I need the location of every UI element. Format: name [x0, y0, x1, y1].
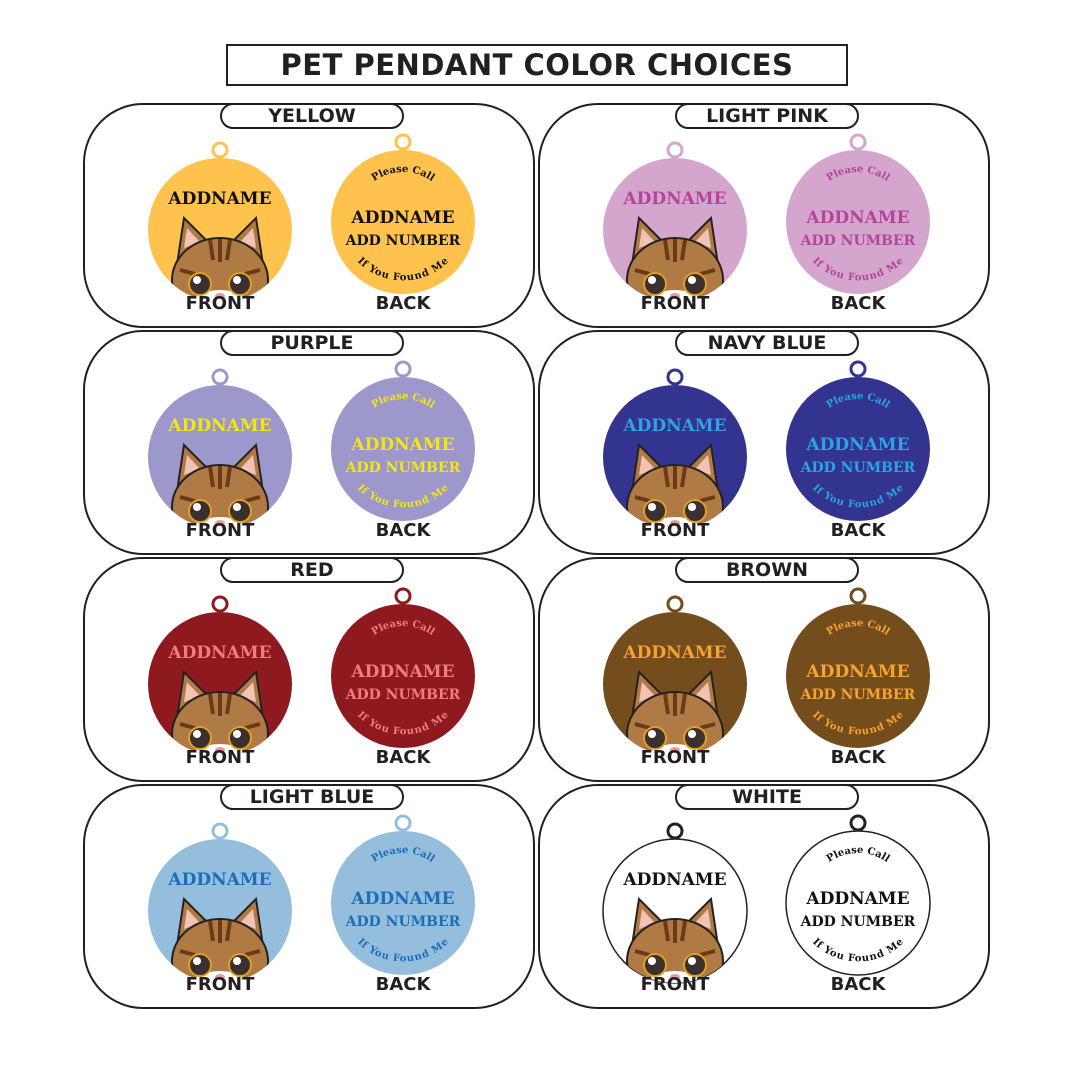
pendant-back: Please Call ADDNAME ADD NUMBER If You Fo…	[331, 814, 475, 975]
hook-ring	[211, 368, 229, 386]
pendant-back: Please Call ADDNAME ADD NUMBER If You Fo…	[786, 133, 930, 294]
hook-ring	[849, 133, 867, 151]
pendant-front: ADDNAME	[602, 822, 748, 984]
pendant-name: ADDNAME	[167, 643, 271, 663]
pendant-back: Please Call ADDNAME ADD NUMBER If You Fo…	[331, 360, 475, 521]
pendant-number: ADD NUMBER	[800, 687, 916, 703]
front-label: FRONT	[640, 974, 710, 995]
back-label: BACK	[830, 974, 886, 995]
front-label: FRONT	[185, 293, 255, 314]
pendant-front: ADDNAME	[148, 822, 292, 983]
pendant-back: Please Call ADDNAME ADD NUMBER If You Fo…	[786, 360, 930, 521]
pendant-front: ADDNAME	[148, 141, 292, 302]
pendant-name: ADDNAME	[805, 889, 909, 909]
page-title: PET PENDANT COLOR CHOICES	[226, 44, 848, 86]
color-option-light-blue[interactable]: LIGHT BLUE ADDNAME Please Call	[83, 784, 535, 1009]
pendant-name: ADDNAME	[622, 870, 726, 890]
hook-ring	[211, 822, 229, 840]
pendant-name: ADDNAME	[167, 416, 271, 436]
hook-ring	[849, 360, 867, 378]
hook-ring	[394, 814, 412, 832]
back-label: BACK	[375, 747, 431, 768]
pendant-name: ADDNAME	[350, 208, 454, 228]
color-option-navy-blue[interactable]: NAVY BLUE ADDNAME Please Call	[538, 330, 990, 555]
pendant-number: ADD NUMBER	[345, 687, 461, 703]
color-label: PURPLE	[220, 330, 404, 356]
pendant-name: ADDNAME	[622, 416, 726, 436]
hook-ring	[666, 595, 684, 613]
hook-ring	[849, 814, 867, 832]
color-option-light-pink[interactable]: LIGHT PINK ADDNAME Please Call	[538, 103, 990, 328]
hook-ring	[394, 360, 412, 378]
color-label: NAVY BLUE	[675, 330, 859, 356]
pendant-number: ADD NUMBER	[345, 233, 461, 249]
pendant-name: ADDNAME	[167, 870, 271, 890]
pendant-disc	[331, 150, 475, 294]
pendant-name: ADDNAME	[622, 189, 726, 209]
pendant-front: ADDNAME	[603, 595, 747, 756]
pendant-name: ADDNAME	[622, 643, 726, 663]
back-label: BACK	[375, 293, 431, 314]
hook-ring	[394, 587, 412, 605]
pendant-disc	[331, 604, 475, 748]
pendant-name: ADDNAME	[805, 435, 909, 455]
color-label: RED	[220, 557, 404, 583]
front-label: FRONT	[640, 747, 710, 768]
pendant-disc	[331, 377, 475, 521]
pendant-number: ADD NUMBER	[345, 914, 461, 930]
pendant-disc	[786, 604, 930, 748]
color-label: WHITE	[675, 784, 859, 810]
pendant-front: ADDNAME	[148, 595, 292, 756]
front-label: FRONT	[640, 293, 710, 314]
pendant-name: ADDNAME	[350, 435, 454, 455]
color-option-white[interactable]: WHITE ADDNAME Please Call	[538, 784, 990, 1009]
pendant-name: ADDNAME	[350, 662, 454, 682]
pendant-back: Please Call ADDNAME ADD NUMBER If You Fo…	[331, 587, 475, 748]
front-label: FRONT	[185, 974, 255, 995]
pendant-front: ADDNAME	[603, 141, 747, 302]
hook-ring	[666, 141, 684, 159]
hook-ring	[394, 133, 412, 151]
pendant-disc	[331, 831, 475, 975]
pendant-disc	[785, 830, 931, 976]
back-label: BACK	[375, 974, 431, 995]
pendant-disc	[786, 150, 930, 294]
back-label: BACK	[375, 520, 431, 541]
color-option-purple[interactable]: PURPLE ADDNAME Please Call	[83, 330, 535, 555]
hook-ring	[666, 822, 684, 840]
back-label: BACK	[830, 747, 886, 768]
pendant-disc	[786, 377, 930, 521]
pendant-name: ADDNAME	[350, 889, 454, 909]
pendant-name: ADDNAME	[167, 189, 271, 209]
pendant-front: ADDNAME	[603, 368, 747, 529]
color-label: BROWN	[675, 557, 859, 583]
color-label: LIGHT PINK	[675, 103, 859, 129]
pendant-front: ADDNAME	[148, 368, 292, 529]
pendant-back: Please Call ADDNAME ADD NUMBER If You Fo…	[331, 133, 475, 294]
pendant-name: ADDNAME	[805, 662, 909, 682]
front-label: FRONT	[640, 520, 710, 541]
pendant-number: ADD NUMBER	[800, 460, 916, 476]
hook-ring	[849, 587, 867, 605]
pendant-number: ADD NUMBER	[345, 460, 461, 476]
front-label: FRONT	[185, 747, 255, 768]
front-label: FRONT	[185, 520, 255, 541]
back-label: BACK	[830, 293, 886, 314]
hook-ring	[666, 368, 684, 386]
color-option-yellow[interactable]: YELLOW ADDNAME Please Call	[83, 103, 535, 328]
color-option-brown[interactable]: BROWN ADDNAME Please Call	[538, 557, 990, 782]
color-option-red[interactable]: RED ADDNAME Please Call A	[83, 557, 535, 782]
pendant-number: ADD NUMBER	[800, 914, 916, 930]
pendant-name: ADDNAME	[805, 208, 909, 228]
pendant-back: Please Call ADDNAME ADD NUMBER If You Fo…	[786, 587, 930, 748]
pendant-back: Please Call ADDNAME ADD NUMBER If You Fo…	[785, 814, 931, 976]
color-label: LIGHT BLUE	[220, 784, 404, 810]
back-label: BACK	[830, 520, 886, 541]
hook-ring	[211, 595, 229, 613]
pendant-number: ADD NUMBER	[800, 233, 916, 249]
hook-ring	[211, 141, 229, 159]
color-label: YELLOW	[220, 103, 404, 129]
